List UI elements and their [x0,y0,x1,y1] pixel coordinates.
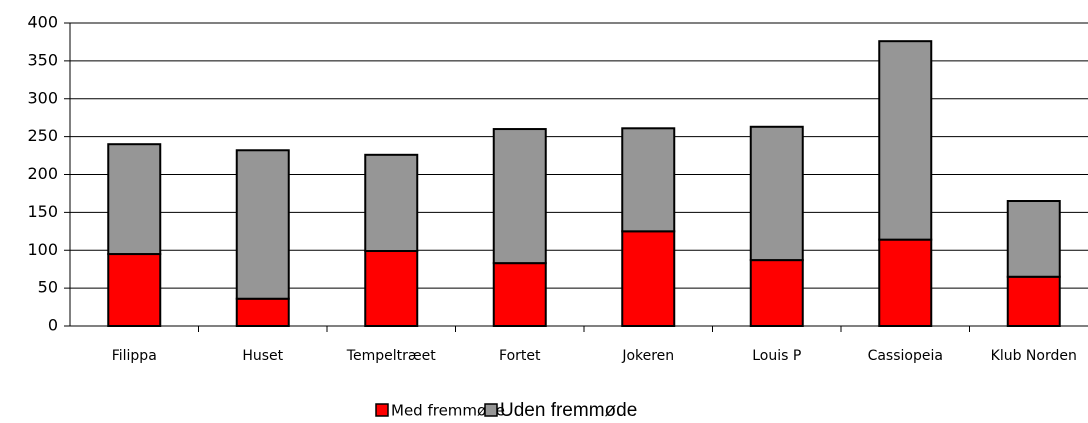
legend-swatch [375,403,389,417]
bar-segment [235,297,290,328]
x-tick-label: Fortet [499,348,541,364]
bar-segment [492,262,547,328]
bar-segment [235,149,290,300]
bar-segment [364,153,419,253]
y-tick-label: 150 [27,202,58,221]
legend-label: Uden fremmøde [500,400,637,421]
bar-segment [107,143,162,256]
x-tick-label: Louis P [752,348,801,364]
y-tick-label: 50 [38,278,58,297]
y-tick-label: 400 [27,13,58,32]
bar-segment [1006,200,1061,278]
x-tick-label: Huset [242,348,283,364]
bar-segment [492,128,547,265]
y-tick-label: 200 [27,164,58,183]
bar-segment [364,250,419,328]
bar-segment [621,230,676,327]
y-tick-label: 100 [27,240,58,259]
x-tick-label: Klub Norden [991,348,1077,364]
x-tick-label: Tempeltræet [346,348,436,364]
y-tick-label: 350 [27,50,58,69]
legend-swatch [484,403,498,417]
y-tick-label: 300 [27,88,58,107]
legend-label: Med fremmøde [391,402,505,420]
x-tick-label: Filippa [112,348,157,364]
y-tick-label: 0 [48,316,58,335]
bar-segment [878,40,933,241]
bar-segment [749,125,804,262]
bar-segment [749,259,804,327]
x-tick-label: Jokeren [621,348,674,364]
bar-segment [878,238,933,328]
y-tick-label: 250 [27,126,58,145]
x-tick-label: Cassiopeia [868,348,943,364]
bar-segment [1006,275,1061,328]
bar-segment [107,253,162,328]
bar-segment [621,127,676,233]
